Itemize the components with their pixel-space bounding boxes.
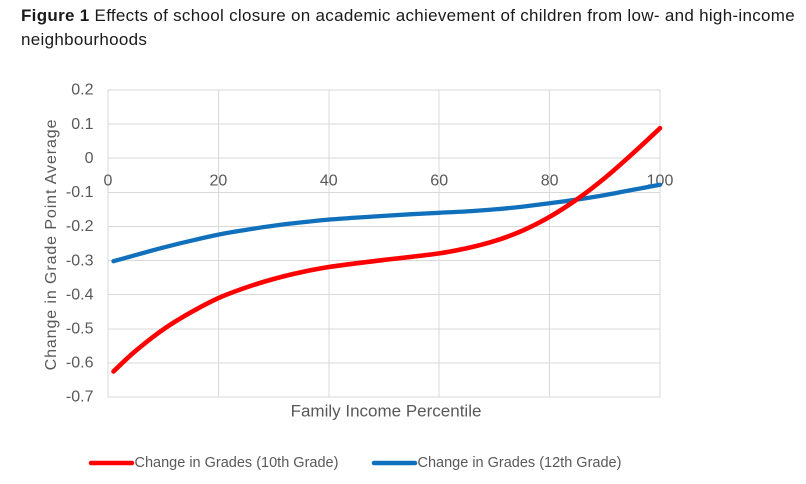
svg-text:0: 0	[85, 150, 94, 167]
svg-text:-0.2: -0.2	[66, 218, 94, 235]
svg-text:-0.3: -0.3	[66, 252, 94, 269]
svg-text:Change in Grades (10th Grade): Change in Grades (10th Grade)	[135, 455, 339, 471]
svg-text:80: 80	[541, 173, 559, 190]
svg-text:Change in Grade Point Average: Change in Grade Point Average	[43, 119, 60, 371]
svg-text:60: 60	[430, 173, 448, 190]
svg-text:20: 20	[210, 173, 228, 190]
svg-text:-0.4: -0.4	[66, 286, 94, 303]
svg-text:0.1: 0.1	[71, 116, 93, 133]
svg-text:Family Income Percentile: Family Income Percentile	[291, 402, 482, 421]
svg-text:-0.5: -0.5	[66, 321, 94, 338]
svg-text:Change in Grades (12th Grade): Change in Grades (12th Grade)	[418, 455, 622, 471]
svg-text:0: 0	[104, 173, 113, 190]
svg-text:40: 40	[320, 173, 338, 190]
svg-text:-0.6: -0.6	[66, 355, 94, 372]
svg-text:-0.7: -0.7	[66, 389, 94, 406]
svg-text:-0.1: -0.1	[66, 184, 94, 201]
svg-text:0.2: 0.2	[71, 82, 93, 99]
